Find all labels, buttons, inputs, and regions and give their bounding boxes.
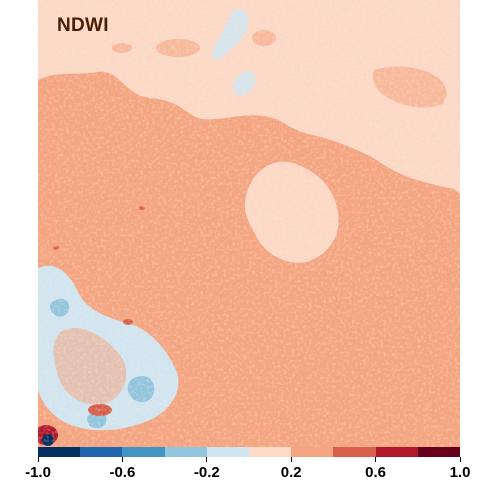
legend-colorbar [38, 447, 461, 457]
legend-tick-label: -0.6 [109, 464, 136, 481]
legend-color-segment [80, 447, 123, 457]
ndwi-map [38, 0, 460, 447]
legend-color-segment [291, 447, 334, 457]
ndwi-raster [38, 0, 460, 447]
legend-ticks: -1.0 -0.6 -0.2 0.2 0.6 1.0 [0, 457, 500, 497]
legend-color-segment [38, 447, 81, 457]
legend-color-segment [206, 447, 250, 457]
legend-color-segment [249, 447, 292, 457]
legend-color-segment [122, 447, 165, 457]
legend-tick-label: 0.6 [365, 464, 387, 481]
raster-speckle [38, 0, 460, 447]
legend-color-segment [164, 447, 207, 457]
legend-color-segment [417, 447, 461, 457]
legend-tick-mark [459, 457, 461, 462]
legend-tick-label: -0.2 [193, 464, 220, 481]
legend-tick-label: 1.0 [449, 464, 471, 481]
map-title: NDWI [57, 15, 109, 36]
legend-color-segment [375, 447, 418, 457]
legend-tick-mark [206, 457, 208, 462]
legend-tick-mark [290, 457, 292, 462]
legend-tick-mark [375, 457, 377, 462]
legend-tick-label: -1.0 [25, 464, 51, 481]
legend-tick-label: 0.2 [280, 464, 302, 481]
legend-color-segment [333, 447, 376, 457]
legend-tick-mark [37, 457, 39, 462]
legend-tick-mark [121, 457, 123, 462]
